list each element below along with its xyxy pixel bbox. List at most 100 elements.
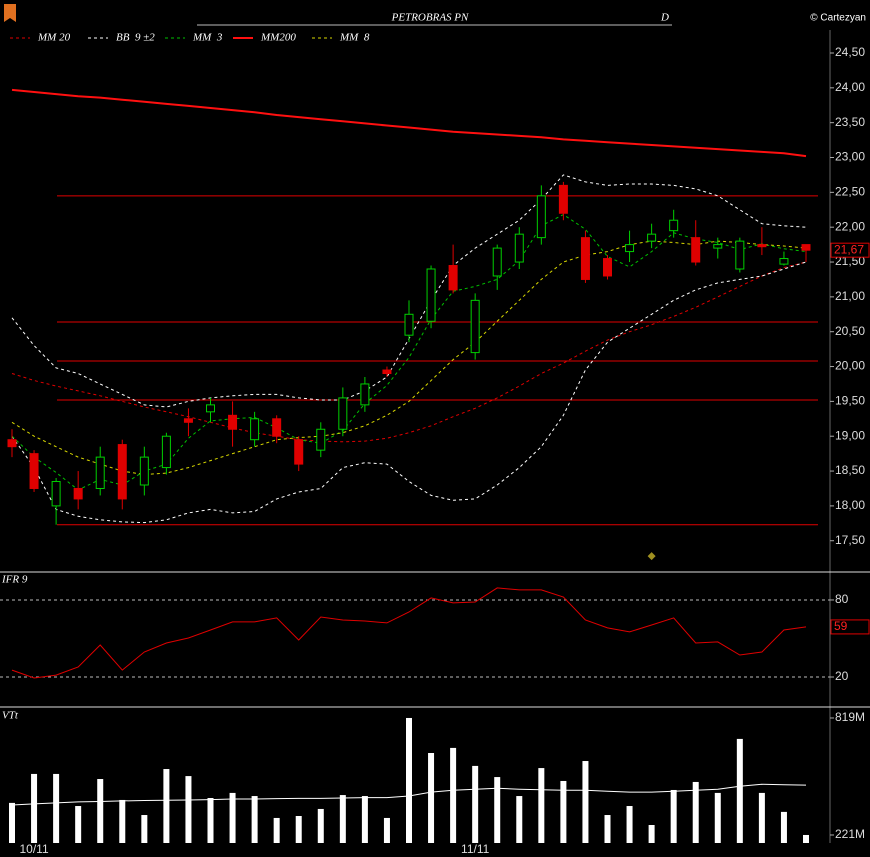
volume-bar [31,773,38,843]
x-tick-label: 10/11 [19,842,48,856]
y-tick-label: 20 [835,669,849,683]
candle-body [294,439,304,465]
candle-body [139,456,149,486]
volume-bar [560,780,567,843]
candle-body [228,414,238,430]
candle-body [7,439,17,448]
candle-body [558,184,568,214]
volume-bar [383,817,390,843]
volume-bar [339,795,346,843]
last-value-box [830,619,870,635]
y-tick-label: 819M [835,710,865,724]
volume-bar [692,781,699,843]
volume-bar [494,777,501,843]
panel-title: IFR 9 [1,574,28,586]
candle-body [669,219,679,232]
volume-bar [273,817,280,843]
candle-body [647,233,657,242]
candle-body [51,481,61,507]
candle-body [536,195,546,239]
indicator-line [11,240,807,476]
candle-body [29,453,39,489]
volume-bar [361,796,368,843]
y-tick-label: 18,50 [835,463,865,477]
chart-title: PETROBRAS PN [391,12,469,24]
last-price-label: 21,67 [834,242,864,256]
volume-bar [450,747,457,843]
volume-bar [9,802,15,843]
volume-bar [780,811,787,843]
x-tick-label: 11/11 [461,842,490,856]
y-tick-label: 23,00 [835,150,865,164]
volume-average [11,783,807,806]
y-tick-label: 221M [835,827,865,841]
volume-bar [758,792,765,843]
legend-label: MM 20 [37,32,71,44]
period: D [660,12,669,24]
candle-body [206,404,215,413]
volume-bar [229,792,236,843]
volume-bar [207,798,214,843]
legend-label: BB 9 ±2 [116,32,155,44]
candle-body [603,258,612,277]
volume-bar [185,776,192,843]
volume-bar [97,779,104,843]
candle-body [713,244,723,249]
candle-body [779,258,789,265]
y-tick-label: 18,00 [835,498,865,512]
candle-body [117,444,127,500]
legend-label: MM200 [260,32,296,44]
indicator-line [11,261,807,524]
volume-bar [670,789,677,843]
candle-body [360,383,370,406]
y-tick-label: 22,00 [835,219,865,233]
candle-body [735,240,745,270]
candle-body [183,418,193,423]
candle-body [757,244,767,248]
y-tick-label: 80 [835,592,849,606]
candle-body [250,418,260,441]
y-tick-label: 22,50 [835,185,865,199]
y-tick-label: 24,00 [835,80,865,94]
candle-body [801,244,811,251]
ifr-line [11,587,807,679]
logo [4,4,16,22]
volume-bar [119,799,126,843]
candle-body [316,428,326,451]
candle-body [625,244,635,253]
volume-bar [714,792,721,843]
candle-body [470,299,480,354]
volume-bar [803,834,809,843]
legend-label: MM 8 [339,32,370,44]
y-tick-label: 20,00 [835,359,865,373]
y-tick-label: 21,00 [835,289,865,303]
legend-label: MM 3 [192,32,223,44]
marker [647,552,656,561]
volume-bar [53,773,60,843]
candle-body [161,435,171,469]
candle-body [448,265,458,291]
candle-body [691,237,701,263]
candle-body [404,313,414,336]
y-tick-label: 20,50 [835,324,865,338]
last-price-box [830,242,870,258]
volume-bar [736,738,743,843]
candle-body [492,247,502,277]
volume-bar [472,765,479,843]
panel-title: VTt [2,710,19,722]
y-tick-label: 23,50 [835,115,865,129]
candle-body [426,268,436,322]
volume-bar [295,816,302,843]
y-tick-label: 19,00 [835,428,865,442]
volume-bar [604,815,611,843]
volume-bar [582,761,589,843]
volume-bar [516,796,523,843]
volume-bar [538,768,545,843]
y-tick-label: 24,50 [835,45,865,59]
volume-bar [626,806,633,843]
volume-bar [406,717,412,843]
candle-body [73,487,83,500]
